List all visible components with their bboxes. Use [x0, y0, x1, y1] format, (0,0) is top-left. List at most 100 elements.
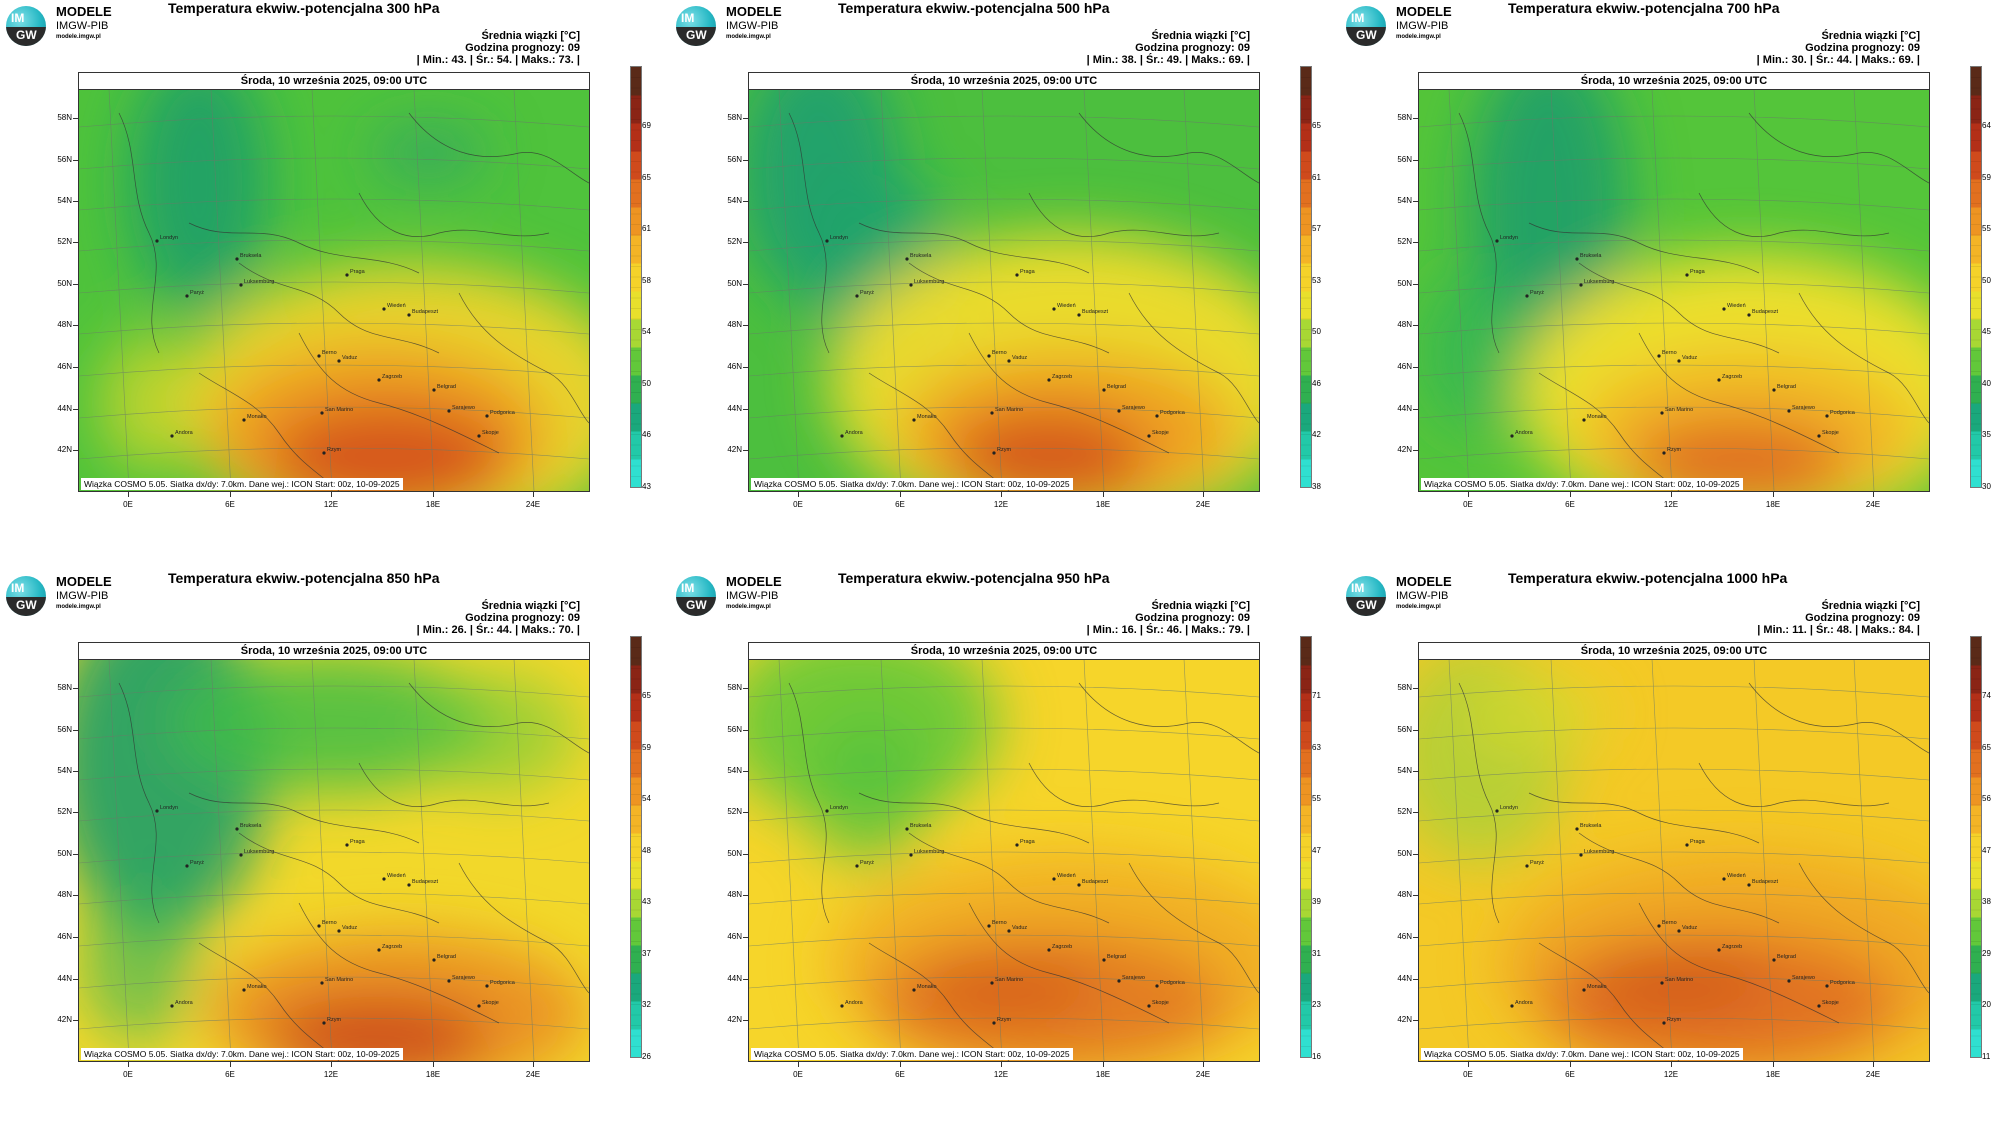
city-marker	[905, 257, 909, 261]
city-label: Monako	[917, 414, 937, 420]
city-label: Vaduz	[1012, 925, 1027, 931]
lon-tick	[1671, 1061, 1672, 1067]
city-label: Zagrzeb	[1052, 374, 1072, 380]
lon-label: 12E	[1663, 1070, 1679, 1079]
city-marker	[1155, 414, 1159, 418]
lon-tick	[1773, 491, 1774, 497]
city-marker	[990, 981, 994, 985]
lat-label: 52N	[57, 807, 72, 816]
city-marker	[1147, 1004, 1151, 1008]
lat-label: 52N	[1397, 807, 1412, 816]
city-label: Rzym	[1667, 447, 1681, 453]
city-label: San Marino	[995, 977, 1023, 983]
colorbar-label: 26	[642, 1051, 651, 1061]
city-marker	[485, 984, 489, 988]
colorbar-label: 43	[642, 897, 651, 906]
city-label: Londyn	[160, 805, 178, 811]
colorbar	[1300, 66, 1312, 488]
colorbar	[1300, 636, 1312, 1058]
brand-url: modele.imgw.pl	[726, 604, 771, 610]
lon-label: 24E	[1195, 500, 1211, 509]
date-bar: Środa, 10 września 2025, 09:00 UTC	[749, 643, 1259, 660]
stats-values: | Min.: 43. | Śr.: 54. | Maks.: 73. |	[416, 54, 580, 66]
city-marker	[1817, 1004, 1821, 1008]
colorbar	[1970, 66, 1982, 488]
city-label: Vaduz	[1012, 355, 1027, 361]
lat-label: 58N	[727, 113, 742, 122]
lon-tick	[1873, 491, 1874, 497]
city-marker	[185, 864, 189, 868]
map-canvas: Londyn Bruksela Luksemburg Paryż Praga Wiedeń…	[79, 659, 589, 1061]
lat-tick	[743, 854, 748, 855]
lat-tick	[73, 812, 78, 813]
city-label: Londyn	[1500, 805, 1518, 811]
city-label: Belgrad	[437, 954, 456, 960]
city-label: San Marino	[1665, 977, 1693, 983]
city-marker	[1575, 827, 1579, 831]
brand-url: modele.imgw.pl	[56, 604, 101, 610]
colorbar-label: 47	[1982, 845, 1991, 855]
lat-label: 48N	[1397, 890, 1412, 899]
brand-text: MODELE IMGW-PIB modele.imgw.pl	[726, 4, 782, 40]
date-bar: Środa, 10 września 2025, 09:00 UTC	[1419, 73, 1929, 90]
city-label: Vaduz	[342, 925, 357, 931]
city-label: Andora	[175, 430, 194, 436]
lat-tick	[1413, 325, 1418, 326]
city-marker	[407, 883, 411, 887]
city-marker	[1787, 979, 1791, 983]
city-marker	[170, 1004, 174, 1008]
city-marker	[432, 388, 436, 392]
city-label: Berno	[1662, 350, 1677, 356]
city-label: Wiedeń	[1057, 873, 1076, 879]
city-marker	[1657, 354, 1661, 358]
city-marker	[1717, 378, 1721, 382]
imgw-logo-icon: IM GW	[6, 576, 46, 616]
city-marker	[1575, 257, 1579, 261]
lat-label: 52N	[57, 237, 72, 246]
city-marker	[987, 354, 991, 358]
city-label: Paryż	[1530, 860, 1544, 866]
city-marker	[840, 1004, 844, 1008]
map-panel: IM GW MODELE IMGW-PIB modele.imgw.pl Temperat…	[0, 0, 660, 560]
city-label: Belgrad	[1107, 384, 1126, 390]
city-label: Sarajewo	[1122, 405, 1145, 411]
lat-label: 58N	[57, 113, 72, 122]
stats-box: Średnia wiązki [°C] Godzina prognozy: 09 |…	[1757, 30, 1920, 66]
lat-tick	[73, 937, 78, 938]
lat-label: 52N	[727, 237, 742, 246]
city-label: Rzym	[327, 447, 341, 453]
lon-tick	[1001, 1061, 1002, 1067]
city-label: Monako	[1587, 414, 1607, 420]
mean-label: Średnia wiązki [°C]	[481, 30, 580, 42]
city-marker	[1825, 984, 1829, 988]
colorbar-label: 57	[1312, 224, 1321, 233]
panel-title: Temperatura ekwiw.-potencjalna 300 hPa	[168, 0, 440, 16]
colorbar-label: 64	[1982, 121, 1991, 130]
lon-label: 6E	[1565, 500, 1575, 509]
city-marker	[1102, 388, 1106, 392]
brand-text: MODELE IMGW-PIB modele.imgw.pl	[56, 4, 112, 40]
mean-label: Średnia wiązki [°C]	[1151, 600, 1250, 612]
mean-label: Średnia wiązki [°C]	[1821, 30, 1920, 42]
city-label: San Marino	[995, 407, 1023, 413]
map-panel: IM GW MODELE IMGW-PIB modele.imgw.pl Temperat…	[670, 0, 1330, 560]
lon-tick	[900, 1061, 901, 1067]
colorbar-label: 42	[1312, 430, 1321, 439]
model-footer: Wiązka COSMO 5.05. Siatka dx/dy: 7.0km. …	[1421, 1048, 1743, 1060]
city-marker	[905, 827, 909, 831]
lon-label: 24E	[1865, 500, 1881, 509]
forecast-label: Godzina prognozy: 09	[1805, 612, 1920, 624]
city-marker	[1117, 409, 1121, 413]
city-marker	[382, 877, 386, 881]
city-label: Praga	[350, 269, 366, 275]
city-label: Zagrzeb	[1052, 944, 1072, 950]
lon-tick	[331, 1061, 332, 1067]
city-label: Andora	[845, 430, 864, 436]
stats-box: Średnia wiązki [°C] Godzina prognozy: 09 |…	[417, 30, 580, 66]
lat-tick	[73, 771, 78, 772]
mean-label: Średnia wiązki [°C]	[1151, 30, 1250, 42]
colorbar-label: 29	[1982, 948, 1991, 958]
colorbar-label: 53	[1312, 275, 1321, 285]
city-marker	[1722, 307, 1726, 311]
lat-label: 54N	[727, 766, 742, 775]
